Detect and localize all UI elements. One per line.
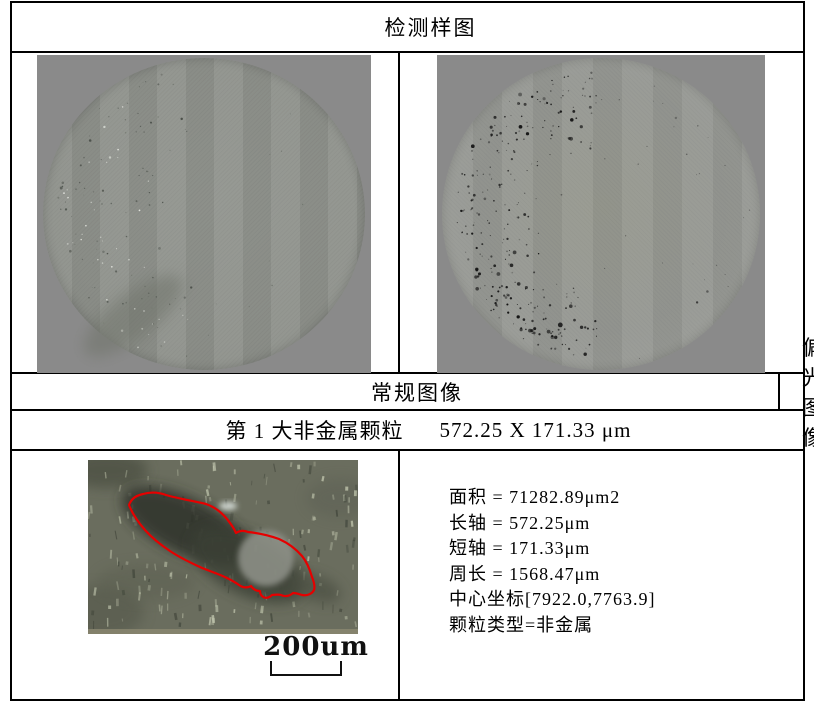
normal-caption-cell: 常规图像 — [12, 374, 780, 409]
particle-stats-cell: 面积 = 71282.89μm2 长轴 = 572.25μm 短轴 = 171.… — [400, 451, 803, 699]
particle-photo-canvas — [88, 460, 358, 634]
particle-index-label: 第 1 大非金属颗粒 — [225, 419, 404, 443]
polarized-wafer — [442, 58, 760, 370]
scale-bar: 200um — [256, 632, 376, 676]
polarized-specks-layer — [456, 71, 751, 359]
stat-minor-axis: 短轴 = 171.33μm — [449, 538, 591, 559]
particle-blob — [121, 486, 341, 604]
page-title: 检测样图 — [384, 16, 477, 40]
scale-bar-bracket — [270, 661, 342, 676]
particle-title-row: 第 1 大非金属颗粒 572.25 X 171.33 μm — [12, 411, 803, 451]
captions-row: 常规图像 偏光图像 — [12, 336, 814, 450]
polarized-sample-image — [437, 55, 765, 373]
scale-bar-label: 200um — [263, 632, 369, 662]
polarized-image-caption: 偏光图像 — [802, 332, 814, 452]
particle-stats: 面积 = 71282.89μm2 长轴 = 572.25μm 短轴 = 171.… — [400, 451, 803, 639]
stat-center-coords: 中心坐标[7922.0,7763.9] — [449, 589, 656, 610]
normal-image-cell — [12, 53, 400, 373]
particle-detail-row: 200um 面积 = 71282.89μm2 长轴 = 572.25μm 短轴 … — [12, 451, 803, 699]
stat-area: 面积 = 71282.89μm2 — [449, 487, 621, 507]
header-row: 检测样图 — [12, 3, 803, 53]
inspection-report-table: 检测样图 常规图像 偏光图像 第 1 大非金属 — [10, 1, 814, 701]
particle-photo-cell: 200um — [12, 451, 400, 699]
particle-photo — [88, 460, 358, 634]
particle-outline — [127, 491, 316, 599]
stat-major-axis: 长轴 = 572.25μm — [449, 512, 591, 533]
particle-size-label: 572.25 X 171.33 μm — [439, 417, 632, 442]
particle-title: 第 1 大非金属颗粒 572.25 X 171.33 μm — [225, 415, 631, 445]
polarized-image-cell — [400, 53, 803, 373]
stat-particle-type: 颗粒类型=非金属 — [449, 614, 594, 635]
polarized-caption-cell: 偏光图像 — [780, 336, 814, 450]
normal-wafer — [43, 58, 365, 371]
normal-image-caption: 常规图像 — [371, 380, 463, 405]
sample-images-row — [12, 53, 803, 374]
normal-sample-image — [37, 55, 371, 373]
normal-specks-layer — [57, 73, 304, 357]
stat-perimeter: 周长 = 1568.47μm — [449, 563, 601, 584]
